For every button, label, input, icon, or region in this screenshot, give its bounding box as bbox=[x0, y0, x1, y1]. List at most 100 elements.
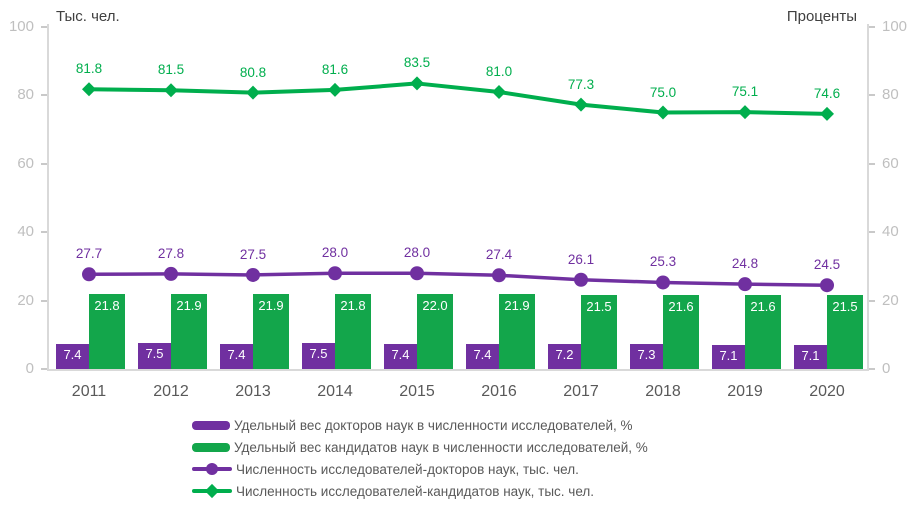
y-tick-mark-left bbox=[41, 162, 47, 165]
legend-item: Удельный вес докторов наук в численности… bbox=[192, 414, 648, 436]
circle-marker-icon bbox=[656, 275, 670, 290]
bar-value-label: 21.6 bbox=[668, 299, 694, 315]
bar-doctors-share bbox=[302, 343, 335, 369]
bar-value-label: 7.2 bbox=[555, 347, 574, 363]
point-value-label: 75.1 bbox=[731, 84, 759, 100]
bar-doctors-share bbox=[548, 344, 581, 369]
y-tick-label-right: 60 bbox=[882, 154, 899, 172]
bar-value-label: 21.9 bbox=[176, 298, 202, 314]
point-value-label: 74.6 bbox=[813, 85, 841, 101]
y-tick-label-left: 100 bbox=[8, 18, 34, 35]
bar-value-label: 21.9 bbox=[504, 298, 530, 314]
point-value-label: 81.0 bbox=[485, 63, 513, 79]
point-value-label: 27.7 bbox=[75, 246, 103, 262]
point-value-label: 83.5 bbox=[403, 55, 431, 71]
point-value-label: 25.3 bbox=[649, 254, 677, 270]
point-value-label: 27.5 bbox=[239, 246, 267, 262]
legend-label: Удельный вес докторов наук в численности… bbox=[234, 417, 633, 433]
bar-value-label: 7.5 bbox=[145, 346, 164, 362]
bar-doctors-share bbox=[220, 343, 253, 369]
bar-value-label: 7.4 bbox=[227, 346, 246, 362]
point-value-label: 81.5 bbox=[157, 62, 185, 78]
legend: Удельный вес докторов наук в численности… bbox=[192, 414, 648, 502]
x-axis-line bbox=[47, 369, 869, 371]
bar-candidates-share bbox=[499, 294, 535, 369]
x-axis-label: 2019 bbox=[727, 383, 763, 400]
legend-bar-swatch-icon bbox=[192, 442, 230, 452]
circle-marker-icon bbox=[246, 267, 260, 282]
legend-item: Численность исследователей-докторов наук… bbox=[192, 458, 648, 480]
bar-candidates-share bbox=[663, 295, 699, 369]
right-axis-line bbox=[867, 24, 869, 370]
point-value-label: 27.4 bbox=[485, 247, 513, 263]
legend-label: Численность исследователей-докторов наук… bbox=[236, 461, 579, 477]
point-value-label: 26.1 bbox=[567, 251, 595, 267]
y-tick-label-right: 20 bbox=[882, 291, 899, 309]
point-value-label: 81.8 bbox=[75, 61, 103, 77]
bar-candidates-share bbox=[417, 293, 453, 369]
y-tick-mark-right bbox=[869, 162, 875, 165]
y-tick-label-right: 80 bbox=[882, 86, 899, 104]
y-tick-mark-left bbox=[41, 368, 47, 370]
diamond-marker-icon bbox=[738, 105, 752, 120]
point-value-label: 28.0 bbox=[403, 245, 431, 261]
legend-label: Удельный вес кандидатов наук в численнос… bbox=[234, 439, 648, 455]
x-axis-label: 2011 bbox=[71, 383, 107, 400]
diamond-marker-icon bbox=[492, 84, 506, 99]
circle-marker-icon bbox=[206, 463, 218, 475]
circle-marker-icon bbox=[82, 267, 96, 282]
diamond-marker-icon bbox=[82, 82, 96, 97]
x-axis-label: 2014 bbox=[317, 383, 353, 400]
legend-bar-swatch-icon bbox=[192, 420, 230, 430]
bar-candidates-share bbox=[745, 295, 781, 369]
bar-candidates-share bbox=[89, 294, 125, 369]
bar-doctors-share bbox=[56, 343, 89, 369]
bar-value-label: 21.9 bbox=[258, 298, 284, 314]
diamond-marker-icon bbox=[656, 105, 670, 120]
bar-value-label: 21.5 bbox=[586, 299, 612, 315]
y-tick-label-left: 0 bbox=[25, 360, 34, 377]
bar-value-label: 21.6 bbox=[750, 299, 776, 315]
x-axis-label: 2012 bbox=[153, 383, 189, 400]
diamond-marker-icon bbox=[410, 76, 424, 91]
bar-candidates-share bbox=[253, 294, 289, 369]
point-value-label: 80.8 bbox=[239, 64, 267, 80]
left-axis-title: Тыс. чел. bbox=[56, 8, 120, 25]
bar-value-label: 7.5 bbox=[309, 346, 328, 362]
y-tick-mark-right bbox=[869, 231, 875, 234]
circle-marker-icon bbox=[820, 278, 834, 293]
bar-doctors-share bbox=[794, 344, 827, 369]
y-tick-label-right: 100 bbox=[882, 18, 908, 35]
bar-value-label: 21.8 bbox=[94, 298, 120, 314]
bar-doctors-share bbox=[384, 343, 417, 369]
diamond-marker-icon bbox=[328, 82, 342, 97]
x-axis-label: 2013 bbox=[235, 383, 271, 400]
x-axis-label: 2015 bbox=[399, 383, 435, 400]
point-value-label: 75.0 bbox=[649, 84, 677, 100]
bar-value-label: 7.4 bbox=[391, 346, 410, 362]
y-tick-mark-left bbox=[41, 299, 47, 302]
bar-doctors-share bbox=[466, 343, 499, 369]
y-tick-mark-right bbox=[869, 26, 875, 28]
y-tick-mark-right bbox=[869, 368, 875, 370]
point-value-label: 81.6 bbox=[321, 61, 349, 77]
y-tick-label-right: 0 bbox=[882, 360, 891, 377]
y-tick-mark-right bbox=[869, 94, 875, 97]
y-tick-mark-left bbox=[41, 231, 47, 234]
point-value-label: 28.0 bbox=[321, 245, 349, 261]
diamond-marker-icon bbox=[246, 85, 260, 100]
circle-marker-icon bbox=[164, 266, 178, 281]
y-tick-mark-left bbox=[41, 26, 47, 28]
legend-line-swatch-icon bbox=[192, 462, 232, 476]
point-value-label: 24.5 bbox=[813, 257, 841, 273]
circle-marker-icon bbox=[410, 266, 424, 281]
point-value-label: 27.8 bbox=[157, 245, 185, 261]
bar-doctors-share bbox=[630, 344, 663, 369]
bar-candidates-share bbox=[581, 295, 617, 369]
y-tick-mark-left bbox=[41, 94, 47, 97]
line-candidates bbox=[88, 81, 828, 116]
x-axis-label: 2018 bbox=[645, 383, 681, 400]
y-tick-label-left: 80 bbox=[17, 86, 34, 104]
